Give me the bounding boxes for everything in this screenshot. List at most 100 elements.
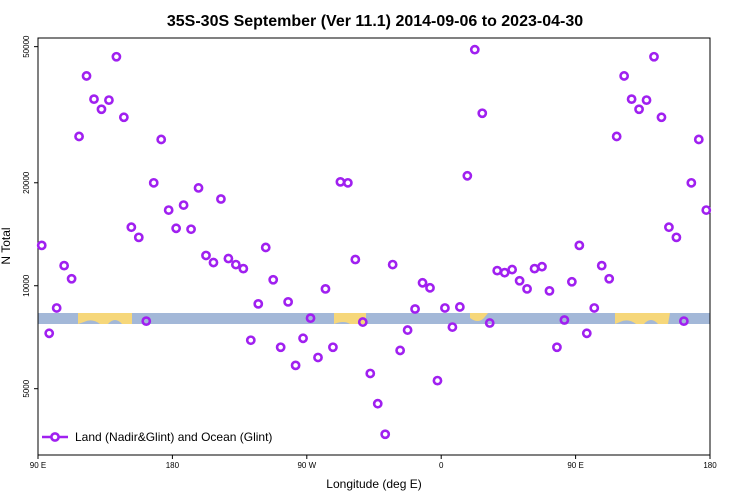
data-point: [522, 283, 532, 294]
data-point: [432, 375, 443, 386]
data-point: [238, 263, 249, 274]
data-point: [507, 264, 518, 275]
x-tick-label: 180: [166, 461, 180, 470]
data-point: [514, 275, 525, 286]
data-point: [566, 276, 577, 287]
data-point: [335, 176, 346, 187]
data-point: [559, 315, 570, 325]
data-point: [596, 260, 607, 271]
data-point: [111, 51, 122, 62]
data-point: [552, 342, 562, 353]
data-point: [462, 170, 473, 181]
data-point: [208, 257, 219, 268]
data-point: [417, 277, 428, 288]
data-point: [171, 223, 182, 234]
data-point: [686, 177, 697, 188]
data-point: [484, 318, 495, 328]
data-point: [671, 232, 682, 243]
data-point: [641, 95, 652, 106]
chart-title: 35S-30S September (Ver 11.1) 2014-09-06 …: [167, 13, 583, 30]
data-point: [342, 177, 353, 188]
x-tick-label: 0: [439, 461, 444, 470]
data-point: [118, 112, 129, 123]
data-point: [298, 333, 308, 344]
data-point: [440, 303, 450, 313]
y-tick-label: 20000: [22, 171, 31, 194]
data-point: [163, 205, 174, 215]
data-point: [664, 222, 674, 233]
data-point: [36, 240, 47, 251]
data-point: [245, 335, 256, 346]
data-point: [350, 254, 361, 265]
data-point: [230, 259, 241, 270]
x-tick-label: 90 E: [567, 461, 583, 470]
data-point: [201, 250, 211, 261]
data-point: [589, 303, 600, 313]
data-point: [320, 283, 331, 294]
data-point: [380, 429, 391, 440]
data-point: [74, 131, 84, 142]
data-point: [372, 398, 383, 409]
data-point: [537, 261, 547, 272]
data-point: [357, 317, 368, 327]
data-point: [51, 303, 62, 313]
data-point: [410, 304, 420, 314]
data-point: [104, 95, 114, 106]
data-point: [454, 302, 465, 312]
data-point: [678, 316, 689, 327]
data-point: [81, 71, 92, 81]
data-point: [425, 282, 435, 293]
data-point: [619, 71, 630, 81]
data-point: [89, 94, 99, 105]
x-tick-label: 90 W: [297, 461, 316, 470]
data-point: [492, 265, 503, 276]
data-point: [395, 345, 406, 356]
y-tick-label: 10000: [22, 274, 31, 297]
data-point: [133, 232, 144, 243]
x-tick-label: 180: [703, 461, 717, 470]
y-axis-label: N Total: [0, 227, 13, 264]
data-point: [260, 242, 271, 253]
data-point: [66, 273, 77, 284]
data-point: [268, 274, 279, 285]
surface-band: [38, 313, 710, 324]
data-point: [283, 296, 294, 307]
land-patch: [78, 313, 132, 324]
data-point: [365, 368, 376, 379]
data-point: [469, 44, 480, 55]
data-point: [275, 342, 286, 353]
data-point: [156, 134, 167, 145]
data-point: [186, 224, 196, 235]
data-point: [447, 322, 458, 332]
data-point: [402, 325, 413, 335]
data-point: [313, 352, 323, 363]
data-point: [253, 298, 264, 309]
data-point: [701, 205, 712, 215]
x-axis-label: Longitude (deg E): [326, 477, 421, 491]
data-point: [477, 108, 488, 119]
data-point: [387, 259, 398, 270]
data-point: [611, 131, 622, 142]
data-point: [216, 194, 226, 204]
legend-label: Land (Nadir&Glint) and Ocean (Glint): [75, 430, 272, 444]
data-point: [581, 328, 592, 339]
data-point: [178, 200, 189, 210]
data-point: [328, 342, 338, 353]
data-point: [634, 104, 644, 115]
data-point: [656, 112, 667, 123]
data-point: [290, 360, 301, 371]
data-point: [126, 222, 137, 233]
data-point: [223, 253, 234, 264]
data-point: [44, 328, 55, 339]
data-point: [499, 267, 510, 278]
data-point: [59, 260, 70, 271]
data-point: [305, 313, 316, 324]
y-tick-label: 50000: [22, 35, 31, 58]
data-point: [544, 285, 555, 296]
data-point: [193, 183, 204, 193]
data-point: [96, 104, 107, 115]
data-point: [693, 134, 704, 145]
data-point: [141, 316, 152, 327]
plot-frame: [37, 37, 711, 456]
